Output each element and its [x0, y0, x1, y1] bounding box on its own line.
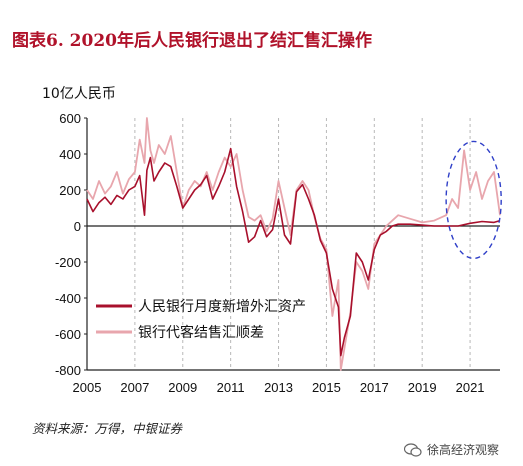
x-tick-2005: 2005: [73, 380, 102, 395]
wechat-icon: [404, 442, 422, 457]
y-tick-0: 0: [74, 219, 81, 234]
y-tick-labels: -800 -600 -400 -200 0 200 400 600: [55, 111, 87, 378]
y-tick--800: -800: [55, 363, 81, 378]
series-line-2: [86, 117, 501, 371]
x-tick-labels: 2005 2007 2009 2011 2013 2015 2017 2019 2021: [73, 380, 485, 395]
y-tick-600: 600: [59, 111, 81, 126]
watermark: 徐高经济观察: [404, 441, 499, 458]
y-tick--400: -400: [55, 291, 81, 306]
x-tick-2009: 2009: [168, 380, 197, 395]
y-tick--200: -200: [55, 255, 81, 270]
y-axis-label: 10亿人民币: [42, 86, 116, 102]
legend-label-2: 银行代客结售汇顺差: [138, 324, 264, 341]
source-note: 资料来源：万得，中银证券: [32, 421, 183, 436]
x-tick-2017: 2017: [360, 380, 389, 395]
x-tick-2015: 2015: [312, 380, 341, 395]
y-tick-200: 200: [59, 183, 81, 198]
gridlines: [134, 118, 471, 370]
y-tick-400: 400: [59, 147, 81, 162]
watermark-text: 徐高经济观察: [427, 443, 500, 457]
x-tick-2019: 2019: [408, 380, 437, 395]
x-tick-2007: 2007: [120, 380, 149, 395]
chart-title: 图表6. 2020年后人民银行退出了结汇售汇操作: [12, 31, 372, 51]
highlight-ellipse-1: [445, 140, 502, 260]
legend-label-1: 人民银行月度新增外汇资产: [138, 299, 306, 315]
y-tick--600: -600: [55, 327, 81, 342]
x-tick-2011: 2011: [217, 380, 245, 395]
x-tick-2013: 2013: [264, 380, 293, 395]
series-lines: [86, 117, 501, 371]
series-line-1: [86, 147, 501, 357]
annotations: [445, 140, 502, 260]
x-tick-2021: 2021: [456, 380, 485, 395]
